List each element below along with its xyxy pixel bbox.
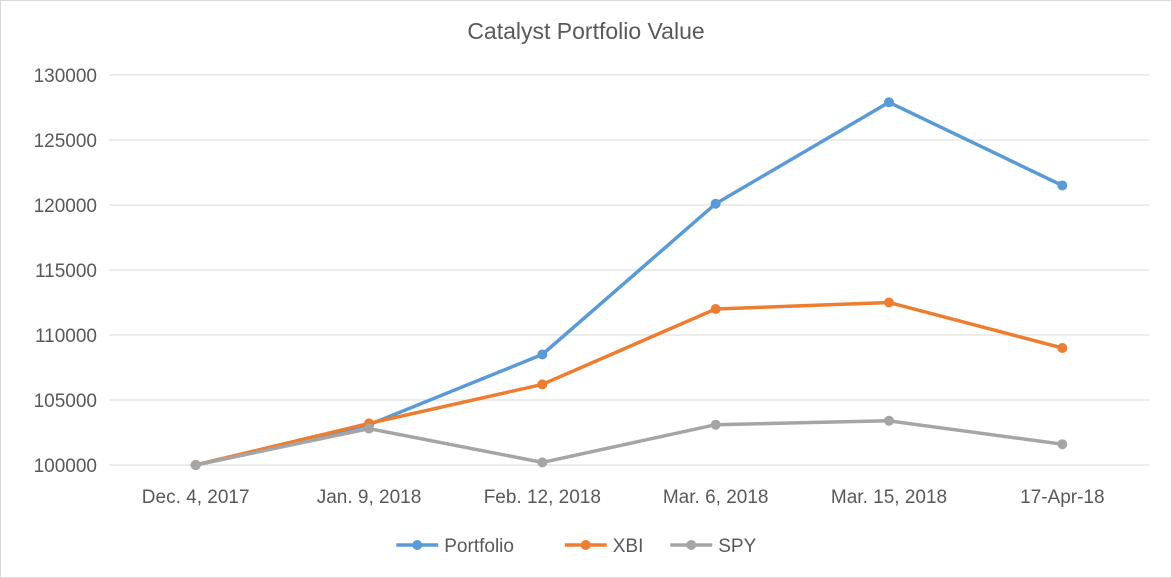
series-portfolio	[190, 97, 1068, 470]
x-tick-label: Jan. 9, 2018	[317, 487, 422, 508]
data-point-xbi	[710, 304, 721, 314]
data-point-xbi	[884, 297, 894, 308]
chart-title: Catalyst Portfolio Value	[467, 18, 704, 44]
legend-label: Portfolio	[444, 536, 514, 557]
legend: Portfolio XBI SPY	[396, 536, 757, 557]
legend-label: XBI	[613, 536, 644, 557]
gridlines	[109, 74, 1149, 466]
data-point-portfolio	[537, 349, 548, 360]
data-point-spy	[537, 457, 548, 468]
y-tick-label: 125000	[34, 131, 97, 152]
data-point-portfolio	[1057, 180, 1068, 191]
series-spy	[190, 415, 1068, 470]
x-tick-label: Feb. 12, 2018	[484, 487, 601, 508]
legend-label: SPY	[718, 536, 756, 557]
legend-swatch-marker	[686, 540, 697, 550]
data-point-xbi	[537, 379, 548, 390]
data-point-spy	[190, 460, 201, 470]
y-tick-label: 110000	[35, 326, 97, 347]
data-point-spy	[364, 423, 374, 434]
series-line-spy	[193, 419, 1065, 467]
x-tick-label: Dec. 4, 2017	[142, 487, 250, 508]
x-tick-label: Mar. 6, 2018	[663, 487, 769, 508]
data-point-portfolio	[884, 97, 894, 108]
series-lines	[190, 97, 1068, 470]
y-tick-label: 105000	[34, 391, 97, 412]
data-point-portfolio	[710, 198, 721, 209]
series-line-xbi	[193, 300, 1065, 467]
y-tick-label: 115000	[35, 261, 97, 282]
data-point-spy	[884, 415, 894, 426]
data-point-spy	[710, 419, 721, 430]
legend-item-xbi: XBI	[564, 536, 644, 557]
y-axis-ticks: 100000 105000 110000 115000 120000 125000 1300…	[34, 66, 97, 477]
series-line-portfolio	[193, 100, 1065, 467]
x-tick-label: Mar. 15, 2018	[831, 487, 947, 508]
legend-item-portfolio: Portfolio	[396, 536, 514, 557]
data-point-spy	[1057, 439, 1068, 450]
legend-swatch-marker	[412, 540, 423, 550]
x-tick-label: 17-Apr-18	[1020, 487, 1105, 508]
legend-swatch-marker	[580, 540, 591, 550]
y-tick-label: 130000	[34, 66, 97, 87]
x-axis-ticks: Dec. 4, 2017 Jan. 9, 2018 Feb. 12, 2018 Mar…	[142, 487, 1105, 508]
data-point-xbi	[1057, 343, 1068, 353]
legend-item-spy: SPY	[670, 536, 757, 557]
y-tick-label: 120000	[34, 196, 97, 217]
y-tick-label: 100000	[34, 456, 97, 477]
